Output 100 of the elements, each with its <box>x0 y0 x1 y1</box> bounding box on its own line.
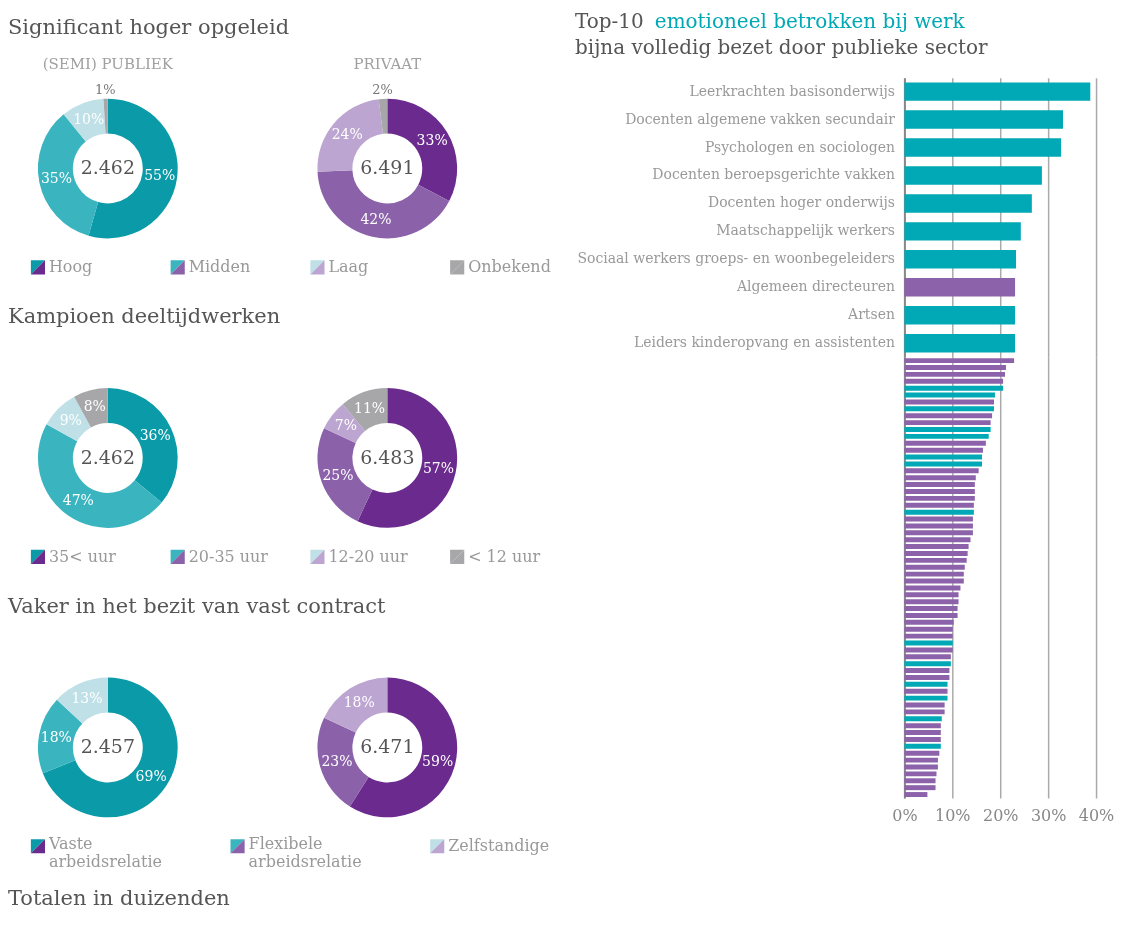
bar <box>904 736 941 742</box>
bar <box>904 278 1016 297</box>
bar <box>904 399 994 405</box>
text: 2.462 <box>80 445 135 468</box>
bar <box>904 358 1015 364</box>
data-label: 7% <box>334 416 357 433</box>
chart-title: Top-10 emotioneel betrokken bij werk <box>574 8 966 33</box>
data-label: 18% <box>343 694 375 711</box>
bar <box>904 606 958 612</box>
data-label: 42% <box>360 210 392 227</box>
chart-title: Vaker in het bezit van vast contract <box>6 593 387 618</box>
bar <box>904 392 995 398</box>
data-label: 33% <box>416 132 448 149</box>
data-label: 35% <box>40 170 72 187</box>
chart-subtitle: (SEMI) PUBLIEK <box>42 54 174 73</box>
bar <box>904 222 1021 241</box>
bar <box>904 612 958 618</box>
bar <box>904 785 936 791</box>
bar <box>904 750 940 756</box>
bar <box>904 406 994 412</box>
bar <box>904 110 1063 129</box>
bar <box>904 495 975 501</box>
bar <box>904 413 993 419</box>
bar <box>904 674 950 680</box>
y-tick-label: Artsen <box>847 306 895 323</box>
data-label: 55% <box>144 166 176 183</box>
bar <box>904 166 1042 185</box>
y-tick-label: Docenten algemene vakken secundair <box>625 110 896 127</box>
bar <box>904 482 975 488</box>
bar <box>904 757 938 763</box>
data-label: 8% <box>83 398 106 415</box>
bar <box>904 427 991 432</box>
x-tick-label: 20% <box>982 806 1019 826</box>
bar <box>904 250 1017 269</box>
chart-subtitle: PRIVAAT <box>353 54 422 73</box>
y-tick-label: Leiders kinderopvang en assistenten <box>633 334 895 351</box>
bar <box>904 544 969 550</box>
y-tick-label: Docenten beroepsgerichte vakken <box>652 166 895 183</box>
bar <box>904 730 941 736</box>
bar <box>904 447 983 453</box>
legend-label: Hoog <box>48 257 93 277</box>
bar <box>904 551 968 556</box>
bar <box>904 626 953 632</box>
data-label: 59% <box>422 753 454 770</box>
legend-label: < 12 uur <box>468 546 541 566</box>
chart-title: Significant hoger opgeleid <box>7 14 290 39</box>
bar <box>904 592 959 598</box>
data-label: 13% <box>71 690 103 707</box>
legend-label: 12-20 uur <box>328 546 409 566</box>
y-tick-label: Sociaal werkers groeps- en woonbegeleiders <box>577 250 895 267</box>
donut-slice <box>357 388 458 528</box>
data-label: 47% <box>62 492 94 509</box>
bar <box>904 688 948 694</box>
data-label: 1% <box>95 81 116 97</box>
bar <box>904 194 1032 213</box>
data-label: 69% <box>135 767 167 784</box>
y-tick-label: Psychologen en sociologen <box>705 138 895 155</box>
y-tick-label: Maatschappelijk werkers <box>716 222 895 239</box>
legend-label: Midden <box>188 257 251 277</box>
bar <box>904 647 953 653</box>
data-label: 24% <box>331 125 363 142</box>
legend-label: 35< uur <box>48 546 117 566</box>
data-label: 2% <box>372 81 393 97</box>
x-tick-label: 40% <box>1078 806 1115 826</box>
bar <box>904 530 973 536</box>
legend-label: Vaste arbeidsrelatie <box>47 834 162 872</box>
text: Totalen in duizenden <box>7 886 230 911</box>
bar <box>904 82 1091 101</box>
bar <box>904 371 1006 377</box>
donut-slice <box>42 677 178 818</box>
y-tick-label: Docenten hoger onderwijs <box>707 194 895 211</box>
donut-slice <box>56 677 108 724</box>
donut-slice <box>378 98 388 134</box>
text: 6.491 <box>360 156 415 179</box>
bar <box>904 792 928 798</box>
y-tick-label: Algemeen directeuren <box>735 278 895 295</box>
x-tick-label: 30% <box>1030 806 1067 826</box>
bar <box>904 661 951 667</box>
text: 6.483 <box>360 445 415 468</box>
data-label: 11% <box>354 399 386 416</box>
bar <box>904 306 1016 325</box>
bar <box>904 654 951 660</box>
bar <box>904 420 991 426</box>
bar <box>904 771 937 777</box>
text: 2.462 <box>80 156 135 179</box>
bar <box>904 333 1016 353</box>
data-label: 36% <box>139 426 171 443</box>
bar <box>904 365 1006 370</box>
bar <box>904 138 1062 157</box>
donut-slice <box>103 98 108 134</box>
data-label: 18% <box>40 728 72 745</box>
bar <box>904 695 948 701</box>
bar <box>904 571 964 577</box>
data-label: 10% <box>73 110 105 127</box>
bar <box>904 385 1004 391</box>
bar <box>904 489 975 494</box>
bar <box>904 619 954 625</box>
bar <box>904 440 986 446</box>
bar <box>904 633 953 639</box>
legend-label: 20-35 uur <box>188 546 269 566</box>
